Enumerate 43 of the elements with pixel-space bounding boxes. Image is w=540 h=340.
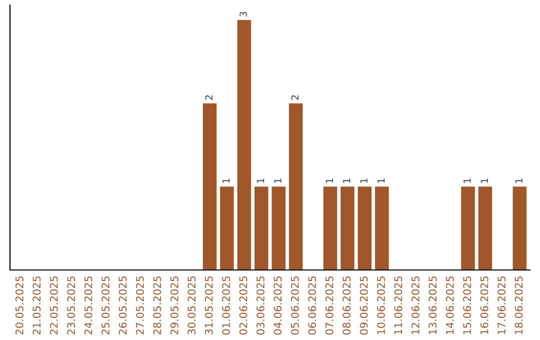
- x-tick-label: 07.06.2025: [325, 276, 334, 335]
- x-tick-label: 01.06.2025: [222, 276, 230, 335]
- data-label: 1: [343, 178, 350, 183]
- x-tick-label: 11.06.2025: [394, 276, 402, 334]
- x-tick-label: 12.06.2025: [412, 276, 420, 334]
- x-tick-label: 17.06.2025: [498, 276, 506, 334]
- x-tick-label: 26.05.2025: [118, 276, 127, 334]
- x-tick-label: 04.06.2025: [274, 276, 282, 335]
- data-label: 2: [291, 95, 299, 100]
- x-tick-label: 09.06.2025: [360, 276, 368, 335]
- x-tick-label: 27.05.2025: [136, 276, 144, 334]
- x-tick-label: 28.05.2025: [153, 276, 162, 334]
- data-label: 3: [240, 12, 247, 16]
- x-tick-label: 20.05.2025: [15, 276, 24, 334]
- x-tick-label: 02.06.2025: [239, 276, 248, 335]
- x-tick-label: 24.05.2025: [84, 276, 92, 334]
- x-tick-label: 15.06.2025: [463, 276, 472, 334]
- data-label: 1: [480, 178, 488, 183]
- x-tick-label: 23.05.2025: [67, 276, 76, 334]
- data-label: 1: [274, 178, 282, 183]
- x-tick-label: 03.06.2025: [256, 276, 264, 335]
- x-tick-label: 29.05.2025: [170, 276, 178, 334]
- x-tick-label: 06.06.2025: [308, 276, 316, 335]
- data-label: 2: [205, 95, 212, 100]
- x-tick-label: 31.05.2025: [204, 276, 213, 334]
- data-label: 1: [464, 178, 471, 183]
- x-tick-label: 13.06.2025: [428, 276, 437, 334]
- data-label: 1: [515, 178, 522, 183]
- data-label: 1: [222, 178, 230, 183]
- data-label: 1: [360, 178, 368, 183]
- x-tick-label: 30.05.2025: [188, 276, 196, 334]
- data-label: 1: [326, 178, 333, 183]
- x-tick-label: 14.06.2025: [446, 276, 454, 334]
- x-tick-label: 16.06.2025: [480, 276, 488, 334]
- x-tick-label: 18.06.2025: [514, 276, 523, 334]
- data-label: 1: [256, 178, 264, 183]
- data-label: 1: [378, 178, 385, 183]
- x-tick-label: 10.06.2025: [377, 276, 385, 334]
- x-tick-label: 25.05.2025: [102, 276, 110, 334]
- x-tick-label: 08.06.2025: [342, 276, 351, 335]
- x-tick-label: 22.05.2025: [50, 276, 58, 334]
- x-tick-label: 05.06.2025: [290, 276, 299, 335]
- x-tick-label: 21.05.2025: [32, 276, 41, 334]
